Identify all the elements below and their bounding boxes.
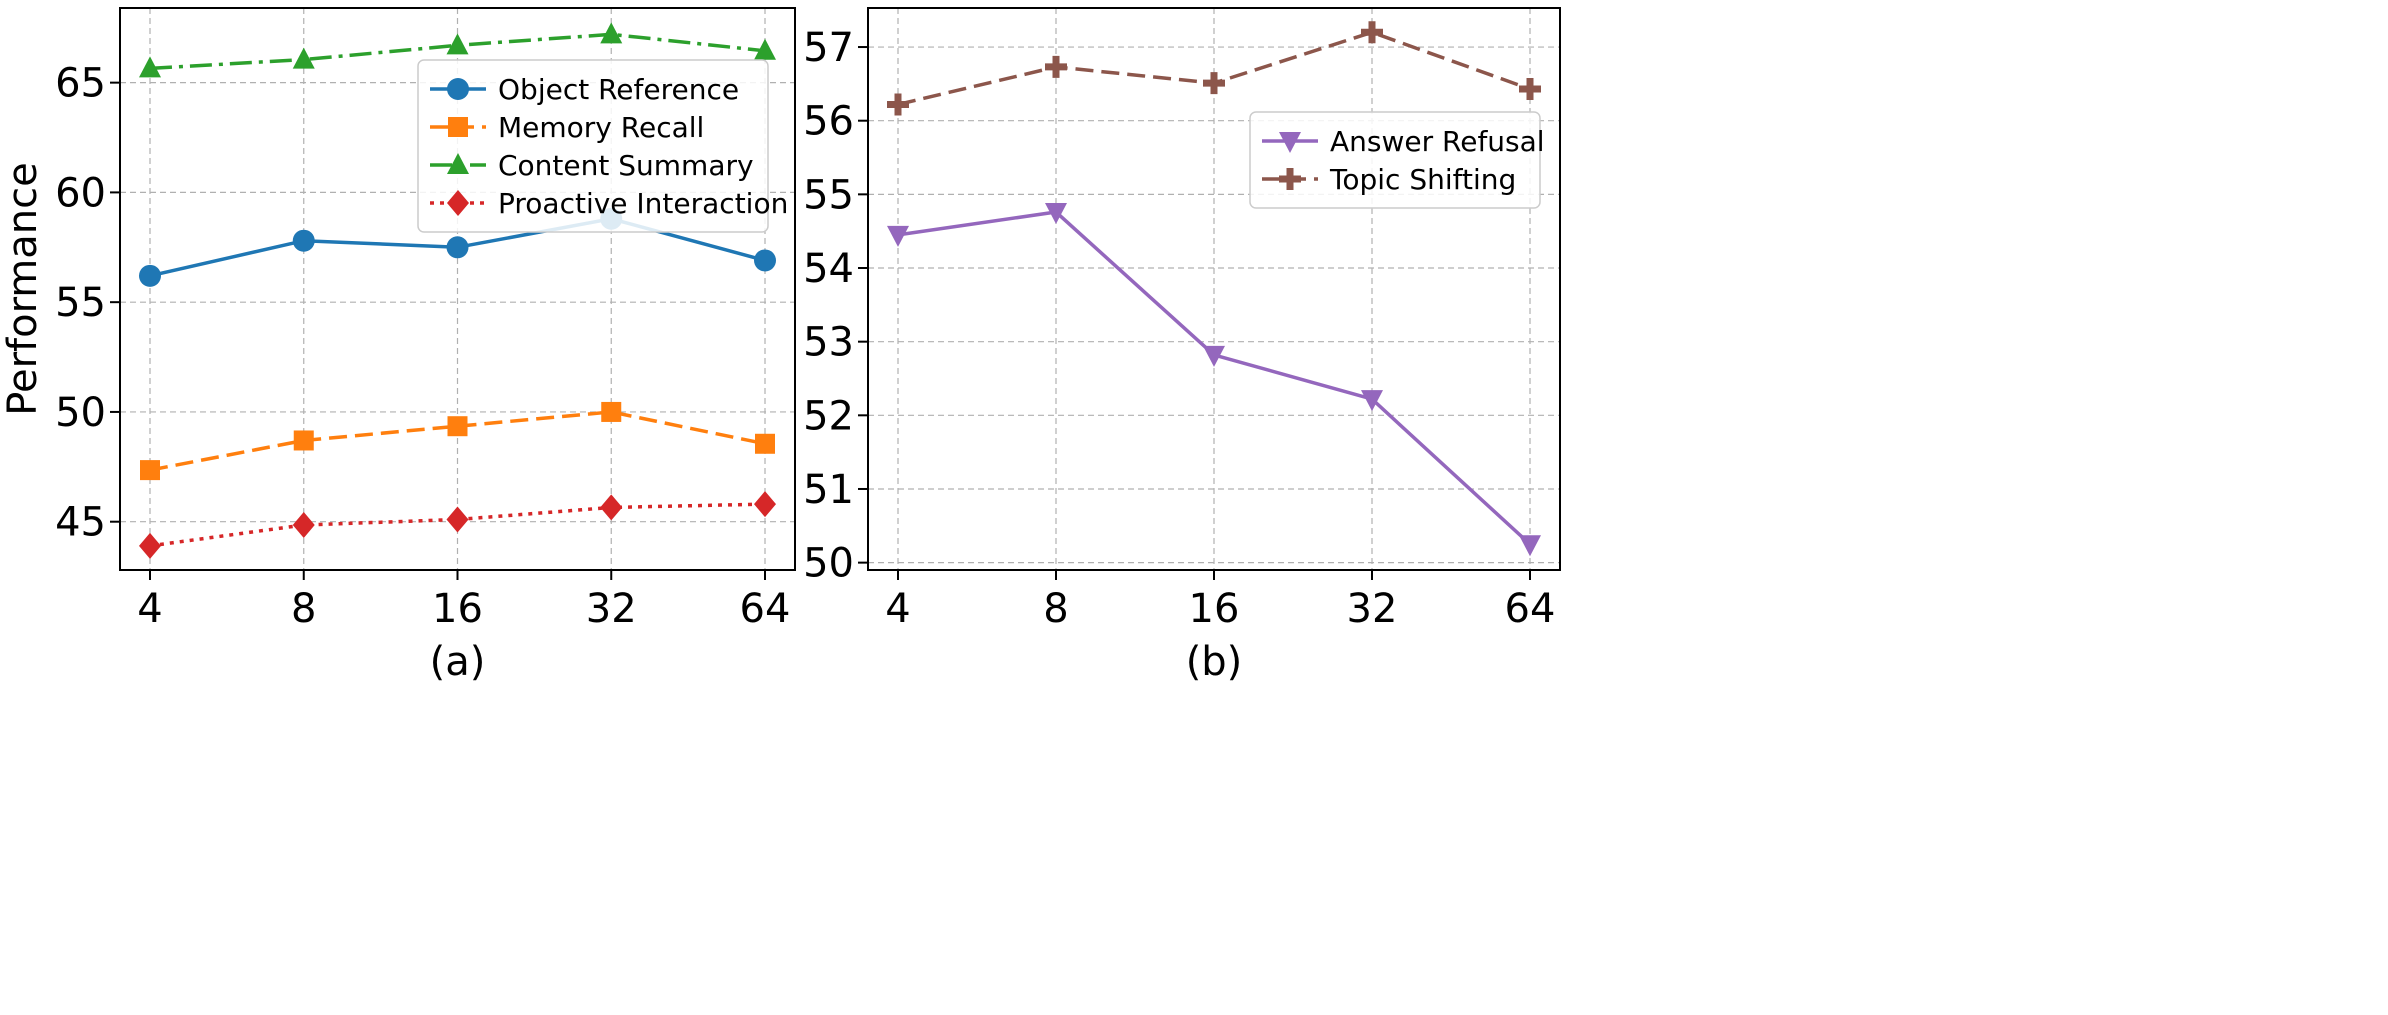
data-point	[1045, 203, 1067, 225]
series-content-summary	[139, 22, 776, 78]
data-point	[139, 264, 161, 287]
data-point	[292, 511, 315, 538]
legend-marker	[447, 78, 469, 100]
x-tick-label: 8	[291, 586, 316, 632]
data-point	[601, 401, 622, 422]
y-tick-label: 57	[803, 25, 854, 71]
data-point	[1519, 535, 1541, 557]
data-point	[446, 506, 469, 533]
x-tick-label: 32	[586, 586, 637, 632]
legend-marker	[1279, 132, 1301, 153]
y-axis-label: Performance	[0, 162, 46, 415]
legend-label: Answer Refusal	[1330, 125, 1545, 158]
legend-marker	[1279, 168, 1301, 190]
data-point	[887, 225, 909, 247]
series-line	[149, 410, 766, 472]
x-tick-label: 4	[137, 586, 162, 632]
series-answer-refusal	[887, 203, 1541, 557]
data-point	[1361, 390, 1383, 412]
axes-frame	[867, 7, 1561, 571]
y-tick-label: 50	[55, 390, 106, 436]
legend-label: Memory Recall	[498, 111, 704, 144]
y-tick-label: 55	[55, 280, 106, 326]
y-tick-label: 55	[803, 172, 854, 218]
panel-a: 4 8 16 32 64 45 50 55 60 65 (a) Performance Object R…	[0, 7, 796, 685]
series-line	[149, 502, 766, 548]
data-point	[754, 491, 776, 518]
y-tick-label: 52	[803, 393, 854, 439]
legend-box	[1249, 111, 1541, 209]
data-point	[139, 56, 161, 78]
legend-label: Topic Shifting	[1329, 163, 1516, 196]
x-tick-label: 64	[1505, 586, 1556, 632]
data-point	[292, 229, 315, 252]
y-tick-label: 56	[803, 99, 854, 145]
legend-marker	[447, 153, 469, 174]
x-axis-label: (b)	[1186, 639, 1243, 685]
y-tick-label: 45	[55, 500, 106, 546]
data-point	[1361, 21, 1383, 44]
data-point	[292, 47, 315, 69]
legend-label: Proactive Interaction	[498, 187, 788, 220]
y-tick-label: 65	[55, 61, 106, 107]
panel-b: 4 8 16 32 64 50 51 52 53 54 55 56 57 (b) Answer Refusa…	[803, 7, 1561, 685]
data-point	[1045, 55, 1067, 78]
series-memory-recall	[140, 401, 775, 481]
x-tick-label: 4	[885, 586, 910, 632]
legend-marker	[447, 190, 469, 216]
data-point	[1203, 345, 1225, 367]
legend-marker	[448, 117, 468, 137]
legend-label: Object Reference	[498, 73, 739, 106]
y-tick-label: 51	[803, 467, 854, 513]
y-tick-label: 50	[803, 541, 854, 587]
x-tick-label: 16	[1189, 586, 1240, 632]
data-point	[754, 249, 776, 272]
axes-frame	[119, 7, 796, 571]
legend-label: Content Summary	[498, 149, 754, 182]
x-tick-label: 8	[1043, 586, 1068, 632]
data-point	[755, 433, 775, 454]
y-tick-label: 53	[803, 320, 854, 366]
legend-box	[417, 59, 769, 233]
series-topic-shifting	[887, 21, 1541, 116]
legend: Answer Refusal Topic Shifting	[1249, 111, 1545, 209]
data-point	[446, 33, 469, 55]
data-point	[446, 236, 469, 259]
x-axis-label: (a)	[430, 639, 486, 685]
data-point	[293, 430, 314, 451]
data-point	[887, 93, 909, 116]
data-point	[754, 38, 776, 60]
x-tick-label: 32	[1347, 586, 1398, 632]
legend: Object Reference Memory Recall Content Sum…	[417, 59, 788, 233]
series-proactive-interaction	[139, 491, 776, 559]
data-point	[139, 532, 161, 559]
data-point	[600, 494, 623, 521]
data-point	[1203, 72, 1225, 95]
data-point	[140, 460, 160, 481]
x-tick-label: 16	[432, 586, 483, 632]
data-point	[1519, 78, 1541, 101]
x-tick-label: 64	[740, 586, 791, 632]
y-tick-label: 54	[803, 246, 854, 292]
data-point	[600, 22, 623, 44]
data-point	[447, 416, 468, 437]
y-tick-label: 60	[55, 170, 106, 216]
